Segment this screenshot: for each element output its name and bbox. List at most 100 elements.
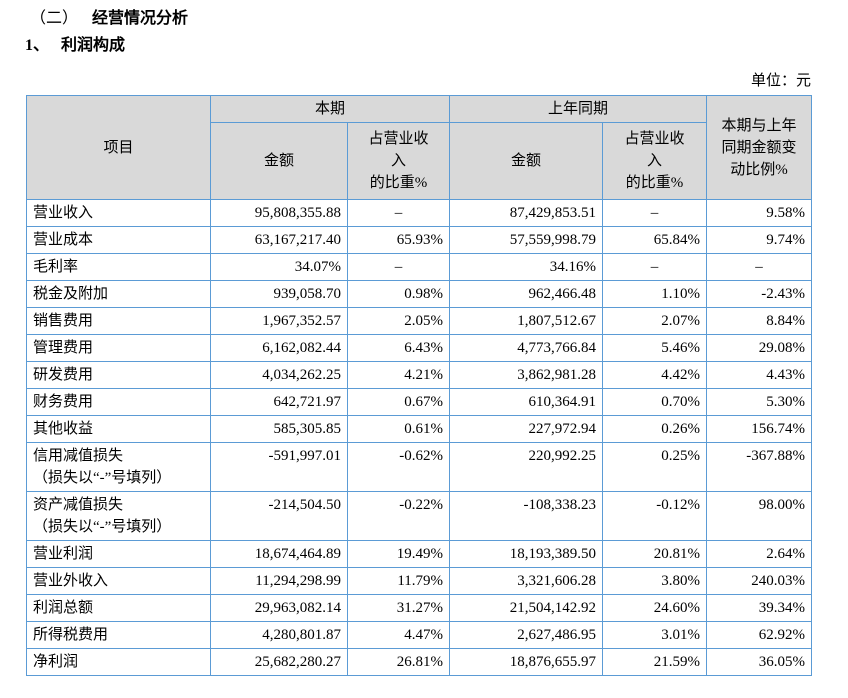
cell-prior-amount: 18,876,655.97 <box>449 648 604 676</box>
row-item-label: 税金及附加 <box>26 280 211 308</box>
row-item-label: 管理费用 <box>26 334 211 362</box>
cell-prior-pct: – <box>602 199 708 227</box>
cell-current-amount: 11,294,298.99 <box>210 567 348 595</box>
header-current-period: 本期 <box>209 95 451 123</box>
cell-change-ratio: 156.74% <box>706 415 813 443</box>
cell-prior-pct: 1.10% <box>602 280 708 308</box>
cell-prior-pct: 5.46% <box>602 334 708 362</box>
table-row: 销售费用 1,967,352.57 2.05% 1,807,512.67 2.0… <box>26 307 813 335</box>
cell-current-pct: 0.67% <box>346 388 451 416</box>
cell-current-amount: -591,997.01 <box>210 442 348 492</box>
cell-prior-amount: 220,992.25 <box>449 442 604 492</box>
table-row: 净利润 25,682,280.27 26.81% 18,876,655.97 2… <box>26 648 813 676</box>
cell-prior-amount: 34.16% <box>449 253 604 281</box>
table-header-row-columns: 金额 占营业收 入 的比重% 金额 占营业收 入 的比重% <box>27 122 812 200</box>
cell-change-ratio: -367.88% <box>706 442 813 492</box>
cell-current-amount: 642,721.97 <box>210 388 348 416</box>
cell-prior-pct: 0.26% <box>602 415 708 443</box>
table-row: 税金及附加 939,058.70 0.98% 962,466.48 1.10% … <box>26 280 813 308</box>
cell-current-amount: -214,504.50 <box>210 491 348 541</box>
cell-current-pct: 19.49% <box>346 540 451 568</box>
cell-prior-pct: 24.60% <box>602 594 708 622</box>
cell-change-ratio: 62.92% <box>706 621 813 649</box>
row-item-label: 毛利率 <box>26 253 211 281</box>
cell-prior-pct: 3.01% <box>602 621 708 649</box>
cell-current-amount: 63,167,217.40 <box>210 226 348 254</box>
table-row: 研发费用 4,034,262.25 4.21% 3,862,981.28 4.4… <box>26 361 813 389</box>
subsection-title: 利润构成 <box>61 37 126 54</box>
cell-current-pct: 0.98% <box>346 280 451 308</box>
cell-prior-pct: 0.25% <box>602 442 708 492</box>
cell-change-ratio: 98.00% <box>706 491 813 541</box>
table-row: 资产减值损失 （损失以“-”号填列） -214,504.50 -0.22% -1… <box>26 491 813 541</box>
cell-current-amount: 1,967,352.57 <box>210 307 348 335</box>
cell-current-pct: – <box>346 199 451 227</box>
header-prior-pct: 占营业收 入 的比重% <box>602 122 708 200</box>
cell-prior-amount: 3,321,606.28 <box>449 567 604 595</box>
cell-prior-pct: 20.81% <box>602 540 708 568</box>
header-current-amount: 金额 <box>210 122 348 200</box>
table-row: 其他收益 585,305.85 0.61% 227,972.94 0.26% 1… <box>26 415 813 443</box>
row-item-label: 营业外收入 <box>26 567 211 595</box>
table-row: 管理费用 6,162,082.44 6.43% 4,773,766.84 5.4… <box>26 334 813 362</box>
row-item-label: 营业成本 <box>26 226 211 254</box>
cell-prior-amount: 21,504,142.92 <box>449 594 604 622</box>
cell-change-ratio: 9.58% <box>706 199 813 227</box>
cell-prior-amount: 962,466.48 <box>449 280 604 308</box>
header-item: 项目 <box>26 95 211 200</box>
row-item-label: 信用减值损失 （损失以“-”号填列） <box>26 442 211 492</box>
section-number: （二） <box>30 10 79 27</box>
header-prior-amount: 金额 <box>449 122 604 200</box>
cell-prior-amount: 610,364.91 <box>449 388 604 416</box>
cell-change-ratio: 240.03% <box>706 567 813 595</box>
cell-change-ratio: 9.74% <box>706 226 813 254</box>
header-prior-period: 上年同期 <box>449 95 708 123</box>
cell-current-amount: 34.07% <box>210 253 348 281</box>
unit-label: 单位：元 <box>750 73 811 89</box>
cell-current-pct: 6.43% <box>346 334 451 362</box>
table-row: 所得税费用 4,280,801.87 4.47% 2,627,486.95 3.… <box>26 621 813 649</box>
header-current-pct: 占营业收 入 的比重% <box>346 122 451 200</box>
table-row: 营业成本 63,167,217.40 65.93% 57,559,998.79 … <box>26 226 813 254</box>
cell-current-amount: 585,305.85 <box>210 415 348 443</box>
cell-current-amount: 4,280,801.87 <box>210 621 348 649</box>
report-page: （二） 经营情况分析 1、 利润构成 单位：元 项目 本期 上年同期 本期与上年 同… <box>0 9 848 676</box>
row-item-label: 所得税费用 <box>26 621 211 649</box>
cell-current-pct: 31.27% <box>346 594 451 622</box>
cell-current-pct: 4.47% <box>346 621 451 649</box>
cell-prior-amount: 1,807,512.67 <box>449 307 604 335</box>
cell-change-ratio: 36.05% <box>706 648 813 676</box>
cell-prior-pct: 4.42% <box>602 361 708 389</box>
cell-current-pct: – <box>346 253 451 281</box>
cell-prior-pct: 0.70% <box>602 388 708 416</box>
cell-prior-amount: 57,559,998.79 <box>449 226 604 254</box>
table-row: 信用减值损失 （损失以“-”号填列） -591,997.01 -0.62% 22… <box>26 442 813 492</box>
cell-current-amount: 95,808,355.88 <box>210 199 348 227</box>
table-row: 利润总额 29,963,082.14 31.27% 21,504,142.92 … <box>26 594 813 622</box>
cell-prior-amount: 227,972.94 <box>449 415 604 443</box>
cell-current-amount: 4,034,262.25 <box>210 361 348 389</box>
cell-current-pct: -0.22% <box>346 491 451 541</box>
section-title: 经营情况分析 <box>92 10 189 27</box>
cell-change-ratio: 8.84% <box>706 307 813 335</box>
cell-change-ratio: 5.30% <box>706 388 813 416</box>
cell-change-ratio: 39.34% <box>706 594 813 622</box>
cell-prior-pct: -0.12% <box>602 491 708 541</box>
row-item-label: 研发费用 <box>26 361 211 389</box>
subsection-heading: 1、 利润构成 <box>25 36 848 56</box>
cell-change-ratio: 4.43% <box>706 361 813 389</box>
cell-current-amount: 29,963,082.14 <box>210 594 348 622</box>
row-item-label: 其他收益 <box>26 415 211 443</box>
row-item-label: 净利润 <box>26 648 211 676</box>
cell-current-amount: 6,162,082.44 <box>210 334 348 362</box>
table-row: 财务费用 642,721.97 0.67% 610,364.91 0.70% 5… <box>26 388 813 416</box>
cell-current-pct: -0.62% <box>346 442 451 492</box>
table-header-row-groups: 项目 本期 上年同期 本期与上年 同期金额变 动比例% <box>26 95 813 200</box>
row-item-label: 利润总额 <box>26 594 211 622</box>
cell-prior-amount: 18,193,389.50 <box>449 540 604 568</box>
cell-current-pct: 0.61% <box>346 415 451 443</box>
cell-change-ratio: 2.64% <box>706 540 813 568</box>
table-body: 营业收入 95,808,355.88 – 87,429,853.51 – 9.5… <box>26 199 813 676</box>
cell-prior-pct: 2.07% <box>602 307 708 335</box>
cell-change-ratio: -2.43% <box>706 280 813 308</box>
